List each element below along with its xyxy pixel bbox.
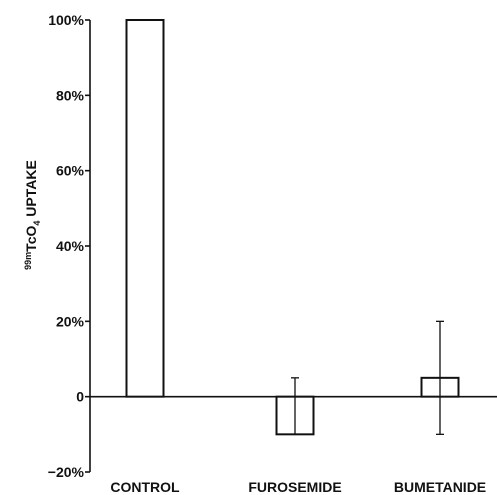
y-tick-label-6: 100% (48, 12, 84, 28)
bar-control (125, 19, 165, 398)
y-tick-label-1: 0 (76, 389, 84, 405)
y-axis-label: 99mTcO4 UPTAKE (23, 160, 42, 270)
category-label-control: CONTROL (110, 479, 180, 495)
y-axis-label-text: 99mTcO4 UPTAKE (23, 160, 42, 270)
y-tick-label-5: 80% (56, 87, 85, 103)
y-axis-label-subscript: 4 (32, 221, 42, 226)
plot-area: −20% 0 20% 40% 60% 80% 100% CONTROL FUROSEMIDE BU… (48, 12, 497, 495)
y-tick-label-3: 40% (56, 238, 85, 254)
y-tick-label-4: 60% (56, 163, 85, 179)
category-label-bumetanide: BUMETANIDE (394, 479, 486, 495)
y-axis-label-isotope: 99m (23, 252, 33, 270)
y-axis-label-compound: TcO (23, 226, 39, 252)
y-axis-label-rest: UPTAKE (23, 160, 39, 220)
category-label-furosemide: FUROSEMIDE (248, 479, 341, 495)
y-tick-label-2: 20% (56, 313, 85, 329)
y-tick-label-0: −20% (48, 464, 85, 480)
